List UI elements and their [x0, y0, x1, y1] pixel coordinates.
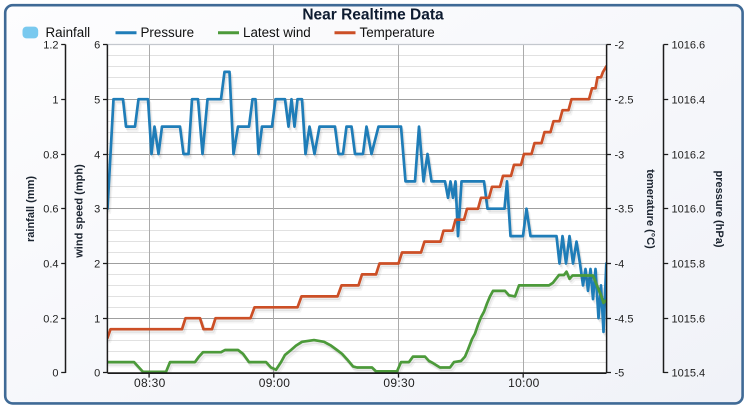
svg-text:4: 4 — [94, 149, 100, 161]
svg-text:Latest wind: Latest wind — [243, 25, 311, 40]
svg-text:-3: -3 — [615, 149, 625, 161]
svg-text:0.4: 0.4 — [43, 258, 58, 270]
svg-text:1016.6: 1016.6 — [672, 39, 706, 51]
svg-text:09:30: 09:30 — [383, 376, 415, 390]
svg-text:1015.8: 1015.8 — [672, 258, 706, 270]
svg-text:0: 0 — [94, 367, 100, 379]
svg-text:temerature (°C): temerature (°C) — [644, 169, 656, 249]
svg-text:1016.4: 1016.4 — [672, 94, 706, 106]
svg-text:wind speed (mph): wind speed (mph) — [74, 164, 86, 259]
svg-text:rainfall (mm): rainfall (mm) — [25, 176, 37, 242]
svg-text:08:30: 08:30 — [134, 376, 166, 390]
svg-text:5: 5 — [94, 94, 100, 106]
svg-text:Temperature: Temperature — [360, 25, 435, 40]
svg-text:1015.4: 1015.4 — [672, 367, 706, 379]
svg-text:-2.5: -2.5 — [615, 94, 634, 106]
svg-text:1016.0: 1016.0 — [672, 203, 706, 215]
svg-text:6: 6 — [94, 39, 100, 51]
svg-text:2: 2 — [94, 258, 100, 270]
svg-text:1: 1 — [94, 313, 100, 325]
svg-text:1015.6: 1015.6 — [672, 313, 706, 325]
svg-text:-3.5: -3.5 — [615, 203, 634, 215]
svg-text:-4: -4 — [615, 258, 625, 270]
svg-text:-2: -2 — [615, 39, 625, 51]
svg-text:0.8: 0.8 — [43, 149, 58, 161]
svg-text:1016.2: 1016.2 — [672, 149, 706, 161]
svg-text:Pressure: Pressure — [141, 25, 195, 40]
svg-text:0.2: 0.2 — [43, 313, 58, 325]
svg-text:0: 0 — [52, 367, 58, 379]
svg-text:-4.5: -4.5 — [615, 313, 634, 325]
svg-text:3: 3 — [94, 203, 100, 215]
svg-text:1.2: 1.2 — [43, 39, 58, 51]
svg-text:10:00: 10:00 — [508, 376, 540, 390]
svg-text:09:00: 09:00 — [259, 376, 291, 390]
svg-text:0.6: 0.6 — [43, 203, 58, 215]
svg-text:Near Realtime Data: Near Realtime Data — [302, 7, 444, 24]
svg-text:pressure (hPa): pressure (hPa) — [713, 170, 725, 247]
svg-text:1: 1 — [52, 94, 58, 106]
svg-text:Rainfall: Rainfall — [46, 25, 91, 40]
svg-text:-5: -5 — [615, 367, 625, 379]
